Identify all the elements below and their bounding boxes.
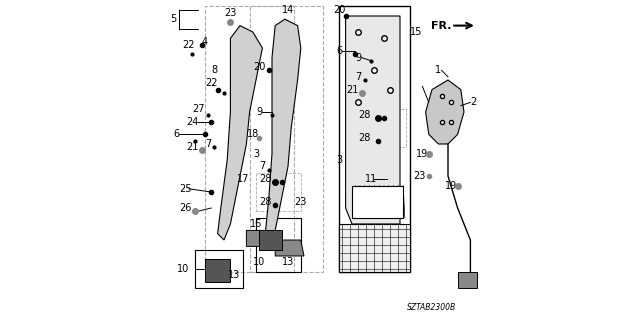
Text: 28: 28: [259, 196, 272, 207]
Text: 28: 28: [358, 132, 371, 143]
Text: 20: 20: [253, 62, 266, 72]
Text: 14: 14: [282, 4, 294, 15]
Text: 13: 13: [227, 270, 240, 280]
Polygon shape: [259, 230, 282, 250]
Text: 27: 27: [192, 104, 205, 114]
Bar: [256, 218, 301, 272]
Text: 6: 6: [336, 46, 342, 56]
Polygon shape: [246, 230, 275, 246]
Text: 18: 18: [246, 129, 259, 140]
Text: SZTAB2300B: SZTAB2300B: [408, 303, 456, 312]
Text: 22: 22: [205, 78, 218, 88]
Text: 10: 10: [253, 257, 266, 268]
Text: 13: 13: [282, 257, 294, 268]
Text: 21: 21: [186, 142, 198, 152]
Text: 23: 23: [413, 171, 426, 181]
Text: 19: 19: [416, 148, 429, 159]
Text: 26: 26: [179, 203, 192, 213]
Text: 9: 9: [256, 107, 262, 117]
Polygon shape: [426, 80, 464, 144]
Text: 25: 25: [179, 184, 192, 194]
Text: 11: 11: [365, 174, 378, 184]
Text: 7: 7: [355, 72, 362, 82]
Text: 16: 16: [250, 219, 262, 229]
Text: 12: 12: [368, 244, 381, 255]
Text: 17: 17: [237, 174, 250, 184]
Text: 21: 21: [346, 84, 358, 95]
Text: 19: 19: [445, 180, 458, 191]
Bar: [195, 250, 243, 288]
Text: 3: 3: [253, 148, 259, 159]
Text: 3: 3: [336, 155, 342, 165]
Text: 9: 9: [355, 52, 362, 63]
Text: 7: 7: [205, 139, 211, 149]
Polygon shape: [218, 26, 262, 240]
Text: 6: 6: [173, 129, 179, 140]
Polygon shape: [352, 186, 403, 218]
Bar: [256, 173, 301, 211]
Polygon shape: [275, 240, 304, 256]
Text: 22: 22: [182, 40, 195, 50]
Text: 20: 20: [333, 4, 346, 15]
Text: 10: 10: [177, 264, 189, 274]
Text: 2: 2: [470, 97, 477, 108]
Text: 1: 1: [435, 65, 442, 76]
Text: 5: 5: [170, 14, 176, 24]
Polygon shape: [346, 16, 400, 224]
Text: 23: 23: [224, 8, 237, 18]
Polygon shape: [266, 19, 301, 240]
Text: 8: 8: [211, 65, 218, 76]
Text: FR.: FR.: [431, 20, 451, 31]
Text: 24: 24: [186, 116, 198, 127]
Bar: [250, 6, 323, 272]
Polygon shape: [339, 224, 410, 272]
Bar: [205, 6, 294, 272]
Text: 15: 15: [410, 27, 422, 37]
Bar: [358, 109, 406, 147]
Text: 23: 23: [294, 196, 307, 207]
Text: 28: 28: [358, 110, 371, 120]
Polygon shape: [458, 272, 477, 288]
Text: 28: 28: [259, 174, 272, 184]
Polygon shape: [205, 259, 230, 282]
Text: 7: 7: [259, 161, 266, 172]
Text: 4: 4: [202, 36, 208, 47]
